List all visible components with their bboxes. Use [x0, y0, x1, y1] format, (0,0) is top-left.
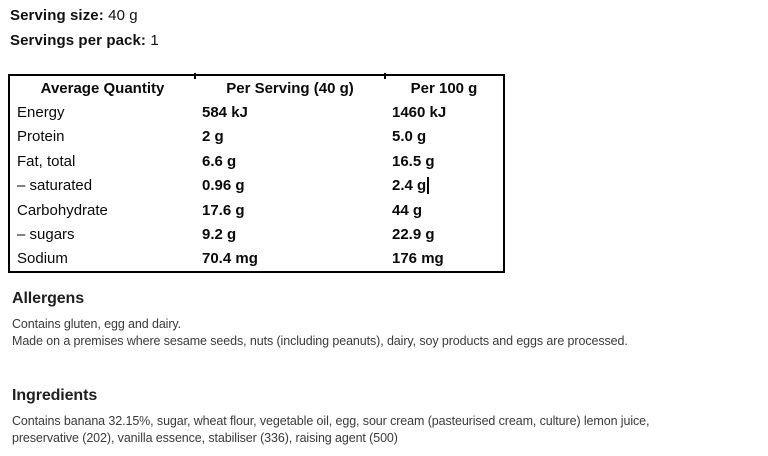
per-100g-value: 176 mg — [392, 250, 444, 268]
allergens-text: Contains gluten, egg and dairy. Made on … — [12, 316, 692, 350]
allergens-line-contains: Contains gluten, egg and dairy. — [12, 317, 182, 331]
per-serving-value: 9.2 g — [202, 225, 237, 243]
per-100g-value: 16.5 g — [392, 152, 435, 170]
nutrient-name: Protein — [17, 128, 65, 146]
servings-per-pack-line: Servings per pack: 1 — [10, 32, 159, 49]
nutrient-name: Carbohydrate — [17, 201, 108, 219]
column-divider-tick — [384, 73, 386, 79]
nutrient-name: – sugars — [17, 225, 75, 243]
per-100g-value: 44 g — [392, 201, 423, 219]
per-serving-value: 2 g — [202, 128, 224, 146]
per-serving-value: 6.6 g — [202, 152, 237, 170]
text-cursor — [427, 177, 429, 195]
per-100g-value: 22.9 g — [392, 225, 435, 243]
ingredients-heading: Ingredients — [12, 387, 98, 404]
per-serving-value: 584 kJ — [202, 104, 248, 122]
per-100g-text: 2.4 g — [392, 177, 427, 195]
servings-per-pack-value: 1 — [150, 32, 159, 49]
per-serving-value: 0.96 g — [202, 177, 245, 195]
per-100g-value[interactable]: 2.4 g — [385, 174, 503, 198]
nutrient-name: – saturated — [17, 177, 93, 195]
column-divider-tick — [194, 73, 196, 79]
nutrient-name: Fat, total — [17, 152, 76, 170]
per-100g-value: 1460 kJ — [392, 104, 447, 122]
table-header-per-serving: Per Serving (40 g) — [226, 79, 354, 97]
allergens-line-made-on: Made on a premises where sesame seeds, n… — [12, 334, 628, 348]
table-header-average-quantity: Average Quantity — [40, 79, 165, 97]
allergens-heading: Allergens — [12, 290, 85, 307]
ingredients-text: Contains banana 32.15%, sugar, wheat flo… — [12, 414, 650, 445]
servings-per-pack-label: Servings per pack: — [10, 32, 147, 49]
nutrient-name: Energy — [17, 104, 65, 122]
per-100g-value: 5.0 g — [392, 128, 427, 146]
per-serving-value: 17.6 g — [202, 201, 245, 219]
table-header-per-100g: Per 100 g — [410, 79, 478, 97]
serving-size-label: Serving size: — [10, 7, 104, 24]
serving-size-line: Serving size: 40 g — [10, 7, 138, 24]
serving-size-value: 40 g — [108, 7, 138, 24]
per-serving-value: 70.4 mg — [202, 250, 258, 268]
nutrition-table: Average Quantity Per Serving (40 g) Per … — [8, 73, 505, 273]
nutrient-name: Sodium — [17, 250, 68, 268]
